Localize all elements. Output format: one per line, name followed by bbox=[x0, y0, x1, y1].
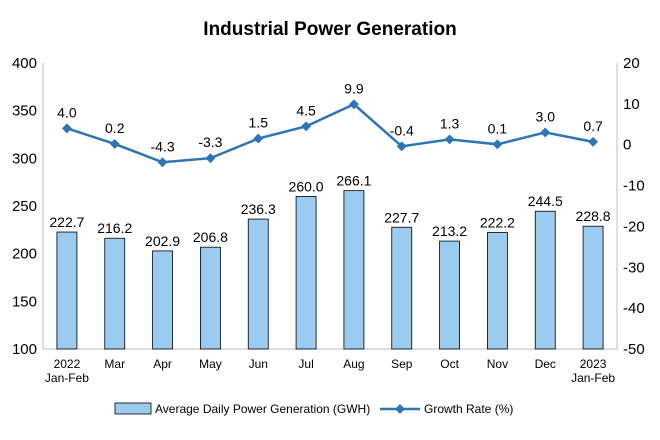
y-left-tick-label: 150 bbox=[12, 293, 37, 310]
bar bbox=[534, 210, 556, 350]
data-labels-group: 222.7 216.2 202.9 206.8 236.3 260.0 266.1 227.7… bbox=[49, 80, 610, 249]
y-left-tick-label: 200 bbox=[12, 246, 37, 263]
bar-data-label: 216.2 bbox=[97, 220, 132, 236]
x-tick-label: Jul bbox=[298, 357, 313, 371]
line-data-label: 0.7 bbox=[583, 118, 603, 134]
x-tick-label: Aug bbox=[343, 357, 364, 371]
line-point-marker bbox=[540, 127, 551, 138]
bar-data-label: 222.2 bbox=[480, 215, 515, 231]
bar bbox=[56, 231, 78, 350]
axes-group: 100 150 200 250 300 350 400 -50 -40 -30 -20 -10 0 10 2… bbox=[12, 55, 645, 385]
bar bbox=[391, 226, 413, 350]
bar bbox=[439, 240, 460, 350]
bar bbox=[152, 250, 173, 350]
y-right-tick-label: 20 bbox=[623, 55, 640, 72]
line-point-marker bbox=[109, 138, 120, 149]
y-right-tick-label: -50 bbox=[623, 341, 645, 358]
x-tick-label: 2022 Jan-Feb bbox=[45, 357, 89, 385]
line-data-label: 4.5 bbox=[296, 102, 316, 118]
legend: Average Daily Power Generation (GWH) Grow… bbox=[114, 402, 513, 416]
bars-group bbox=[56, 190, 604, 350]
line-data-label: 1.5 bbox=[249, 115, 269, 131]
legend-bar-label: Average Daily Power Generation (GWH) bbox=[155, 402, 370, 416]
bar-data-label: 266.1 bbox=[336, 173, 371, 189]
x-tick-label: Mar bbox=[104, 357, 125, 371]
bar bbox=[295, 196, 317, 350]
y-left-tick-label: 350 bbox=[12, 103, 37, 120]
line-point-marker bbox=[301, 121, 312, 132]
x-tick-label: Jun bbox=[249, 357, 268, 371]
y-right-tick-label: 0 bbox=[623, 137, 631, 154]
y-right-tick-label: -40 bbox=[623, 300, 645, 317]
line-point-marker bbox=[588, 136, 599, 147]
bar bbox=[343, 190, 365, 350]
y-left-tick-label: 300 bbox=[12, 150, 37, 167]
bar bbox=[104, 237, 126, 350]
line-point-marker bbox=[253, 133, 264, 144]
line-group bbox=[61, 99, 599, 168]
y-right-tick-label: -10 bbox=[623, 178, 645, 195]
legend-bar-swatch bbox=[114, 402, 152, 415]
y-left-tick-label: 400 bbox=[12, 55, 37, 72]
line-data-label: -3.3 bbox=[198, 134, 222, 150]
bar-data-label: 206.8 bbox=[193, 229, 228, 245]
line-point-marker bbox=[492, 139, 503, 150]
line-point-marker bbox=[157, 157, 168, 168]
line-data-label: 1.3 bbox=[440, 115, 460, 131]
line-point-marker bbox=[205, 153, 216, 164]
bar-data-label: 213.2 bbox=[432, 223, 467, 239]
bar-data-label: 236.3 bbox=[241, 201, 276, 217]
line-data-label: 4.0 bbox=[57, 104, 77, 120]
bar bbox=[487, 232, 508, 350]
x-tick-label: Nov bbox=[487, 357, 508, 371]
y-right-tick-label: -20 bbox=[623, 218, 645, 235]
bar-data-label: 260.0 bbox=[289, 178, 324, 194]
legend-line-marker bbox=[395, 404, 405, 414]
x-tick-label: Oct bbox=[440, 357, 459, 371]
bar bbox=[582, 225, 604, 350]
bar-data-label: 202.9 bbox=[145, 233, 180, 249]
legend-line-label: Growth Rate (%) bbox=[424, 402, 513, 416]
x-tick-label: Dec bbox=[535, 357, 556, 371]
x-tick-label: Apr bbox=[153, 357, 172, 371]
bar bbox=[200, 246, 221, 350]
x-tick-label: 2023 Jan-Feb bbox=[571, 357, 615, 385]
line-data-label: 9.9 bbox=[344, 80, 364, 96]
line-data-label: 0.1 bbox=[488, 120, 508, 136]
line-data-label: 3.0 bbox=[536, 108, 556, 124]
line-point-marker bbox=[444, 134, 455, 145]
line-data-label: -4.3 bbox=[151, 138, 175, 154]
y-left-tick-label: 250 bbox=[12, 198, 37, 215]
x-tick-label: Sep bbox=[391, 357, 413, 371]
growth-rate-line bbox=[66, 102, 594, 164]
chart-title: Industrial Power Generation bbox=[203, 19, 456, 40]
y-right-tick-label: 10 bbox=[623, 96, 640, 113]
x-tick-label: May bbox=[199, 357, 222, 371]
bar-data-label: 227.7 bbox=[384, 209, 419, 225]
bar bbox=[247, 218, 269, 350]
line-point-marker bbox=[61, 123, 72, 134]
y-left-tick-label: 100 bbox=[12, 341, 37, 358]
bar-data-label: 244.5 bbox=[528, 193, 563, 209]
line-point-marker bbox=[396, 141, 407, 152]
bar-data-label: 228.8 bbox=[576, 208, 611, 224]
line-data-label: 0.2 bbox=[105, 120, 125, 136]
line-data-label: -0.4 bbox=[390, 122, 414, 138]
y-right-tick-label: -30 bbox=[623, 259, 645, 276]
bar-data-label: 222.7 bbox=[49, 214, 84, 230]
